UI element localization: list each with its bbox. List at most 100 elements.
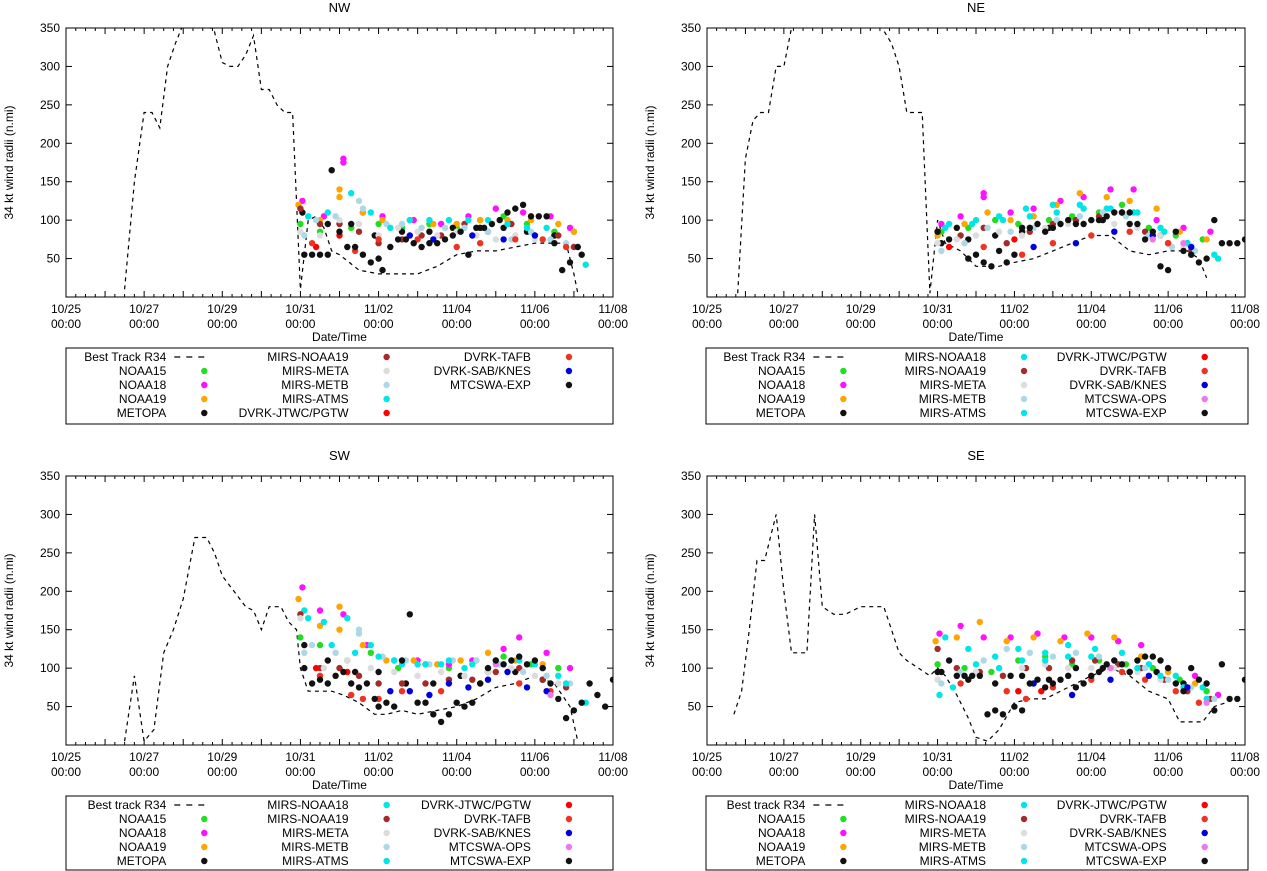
point-mtcswa-exp bbox=[473, 224, 480, 231]
point-mtcswa-exp bbox=[1172, 228, 1180, 235]
point-mirs-meta bbox=[320, 664, 328, 672]
point-mirs-noaa19 bbox=[355, 672, 363, 679]
point-mtcswa-exp bbox=[1065, 216, 1072, 224]
point-mtcswa-exp bbox=[453, 699, 460, 706]
point-mirs-noaa19 bbox=[336, 664, 343, 672]
point-mirs-meta bbox=[995, 228, 1003, 235]
point-noaa19 bbox=[984, 209, 991, 216]
x-tick-label: 10/29 bbox=[207, 750, 237, 764]
legend-marker-mirs-metb bbox=[383, 381, 390, 389]
point-mirs-atms bbox=[465, 216, 472, 224]
point-mirs-atms bbox=[387, 224, 394, 231]
y-tick-label: 100 bbox=[681, 661, 701, 675]
legend-label-mirs-noaa19: MIRS-NOAA19 bbox=[267, 812, 349, 826]
point-mtcswa-exp bbox=[586, 680, 593, 687]
point-metopa bbox=[324, 657, 331, 664]
point-mtcswa-exp bbox=[531, 657, 539, 664]
point-mirs-meta bbox=[414, 228, 421, 235]
point-mirs-meta bbox=[934, 240, 941, 247]
plot-data bbox=[124, 536, 613, 743]
point-mtcswa-exp bbox=[1250, 665, 1256, 671]
point-mirs-meta bbox=[461, 672, 468, 679]
point-mirs-metb bbox=[543, 672, 550, 679]
point-mirs-noaa19 bbox=[355, 228, 363, 235]
x-tick-label: 10/27 bbox=[129, 302, 159, 316]
point-mtcswa-exp bbox=[1095, 216, 1103, 224]
point-mtcswa-exp bbox=[543, 213, 550, 220]
legend-marker-mtcswa-exp bbox=[565, 381, 573, 389]
point-mirs-metb bbox=[355, 626, 363, 633]
point-noaa15 bbox=[1118, 201, 1126, 208]
legend-label-noaa19: NOAA19 bbox=[758, 392, 806, 406]
point-mirs-meta bbox=[1088, 664, 1095, 672]
point-mirs-noaa18 bbox=[391, 657, 398, 664]
point-mirs-atms bbox=[504, 220, 511, 228]
x-tick-label: 10/25 bbox=[692, 302, 722, 316]
legend-label-dvrk-tafb: DVRK-TAFB bbox=[464, 350, 531, 364]
point-dvrk-tafb bbox=[1195, 699, 1203, 706]
x-tick-label: 00:00 bbox=[999, 317, 1029, 331]
point-mtcswa-exp bbox=[1103, 213, 1110, 220]
point-dvrk-tafb bbox=[1126, 228, 1133, 235]
x-tick-label: 11/08 bbox=[598, 302, 627, 316]
point-mirs-noaa19 bbox=[422, 680, 429, 687]
legend-marker-metopa bbox=[840, 409, 847, 417]
x-tick-label: 00:00 bbox=[51, 765, 81, 779]
point-noaa18 bbox=[492, 205, 499, 212]
series-noaa19 bbox=[295, 186, 578, 235]
point-mirs-metb bbox=[398, 220, 406, 228]
legend-label-mtcswa-exp: MTCSWA-EXP bbox=[1086, 854, 1167, 868]
point-noaa19 bbox=[484, 649, 492, 656]
x-tick-label: 00:00 bbox=[1076, 765, 1106, 779]
legend-label-noaa19: NOAA19 bbox=[119, 392, 167, 406]
point-mirs-atms bbox=[324, 209, 331, 216]
point-mtcswa-ops bbox=[1149, 236, 1157, 243]
y-axis-label: 34 kt wind radii (n.mi) bbox=[2, 105, 16, 219]
point-mtcswa-exp bbox=[398, 657, 406, 664]
series-mtcswa-exp bbox=[301, 167, 585, 274]
point-dvrk-jtwc-pgtw bbox=[312, 664, 320, 672]
point-dvrk-sab-knes bbox=[1107, 676, 1114, 683]
best-track-line bbox=[737, 28, 1208, 294]
point-mtcswa-exp bbox=[504, 209, 511, 216]
point-noaa18 bbox=[957, 622, 964, 630]
legend-label-noaa15: NOAA15 bbox=[119, 812, 167, 826]
point-mirs-atms bbox=[1161, 228, 1168, 235]
point-dvrk-sab-knes bbox=[445, 680, 453, 687]
point-mirs-noaa18 bbox=[344, 615, 351, 622]
point-mtcswa-exp bbox=[492, 657, 499, 664]
chart-title: NE bbox=[967, 0, 985, 15]
point-mirs-meta bbox=[297, 615, 304, 622]
point-dvrk-jtwc-pgtw bbox=[312, 243, 320, 251]
legend-label-noaa19: NOAA19 bbox=[758, 840, 806, 854]
point-dvrk-sab-knes bbox=[1030, 243, 1037, 251]
point-mirs-noaa18 bbox=[1199, 684, 1206, 691]
point-mirs-meta bbox=[953, 236, 960, 243]
x-tick-label: 00:00 bbox=[207, 765, 237, 779]
point-mtcswa-exp bbox=[1126, 668, 1133, 676]
point-mirs-meta bbox=[1018, 232, 1026, 239]
point-dvrk-tafb bbox=[516, 680, 523, 687]
point-mtcswa-exp bbox=[1011, 703, 1018, 710]
point-dvrk-tafb bbox=[562, 243, 570, 251]
plot-frame bbox=[706, 27, 1246, 298]
point-mtcswa-exp bbox=[539, 664, 546, 672]
legend-marker-noaa19 bbox=[840, 843, 847, 851]
point-mtcswa-exp bbox=[976, 672, 983, 679]
point-mtcswa-exp bbox=[945, 657, 953, 664]
legend-label-dvrk-tafb: DVRK-TAFB bbox=[1100, 364, 1167, 378]
point-noaa15 bbox=[555, 664, 562, 672]
point-noaa19 bbox=[336, 603, 343, 610]
point-mtcswa-exp bbox=[414, 699, 421, 706]
point-mirs-atms bbox=[1026, 213, 1034, 220]
point-mtcswa-exp bbox=[1103, 661, 1110, 668]
legend-label-dvrk-jtwc-pgtw: DVRK-JTWC/PGTW bbox=[1057, 350, 1168, 364]
y-tick-label: 100 bbox=[681, 213, 701, 227]
point-mtcswa-exp bbox=[441, 236, 449, 243]
legend-label-dvrk-tafb: DVRK-TAFB bbox=[1100, 812, 1167, 826]
y-tick-label: 350 bbox=[681, 469, 701, 483]
point-metopa bbox=[1126, 220, 1133, 228]
legend-marker-mirs-atms bbox=[1020, 409, 1028, 417]
point-mtcswa-exp bbox=[1141, 236, 1149, 243]
point-noaa18 bbox=[340, 159, 347, 166]
